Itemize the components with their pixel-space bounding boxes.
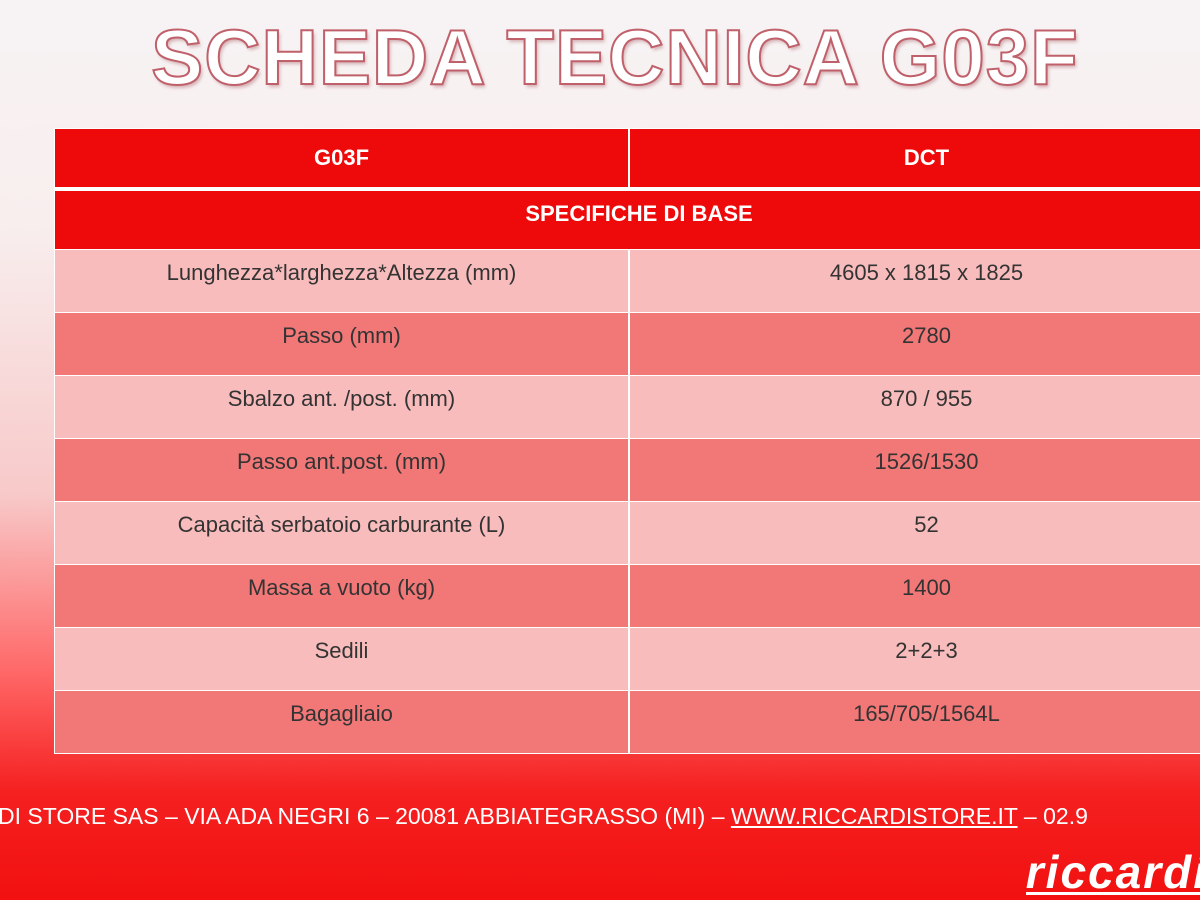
table-row: Lunghezza*larghezza*Altezza (mm) 4605 x 1…	[54, 249, 1200, 313]
page-title: SCHEDA TECNICA G03F	[150, 12, 1079, 102]
spec-label: Lunghezza*larghezza*Altezza (mm)	[54, 249, 630, 313]
spec-label: Massa a vuoto (kg)	[54, 564, 630, 628]
spec-value: 1526/1530	[628, 438, 1200, 502]
table-row: Capacità serbatoio carburante (L) 52	[54, 501, 1200, 565]
spec-value: 165/705/1564L	[628, 690, 1200, 754]
spec-label: Passo (mm)	[54, 312, 630, 376]
spec-value: 1400	[628, 564, 1200, 628]
spec-value: 4605 x 1815 x 1825	[628, 249, 1200, 313]
header-model: G03F	[54, 128, 630, 191]
table-header-row: G03F DCT	[54, 128, 1200, 191]
spec-value: 2780	[628, 312, 1200, 376]
spec-value: 2+2+3	[628, 627, 1200, 691]
table-row: Massa a vuoto (kg) 1400	[54, 564, 1200, 628]
spec-label: Passo ant.post. (mm)	[54, 438, 630, 502]
spec-value: 870 / 955	[628, 375, 1200, 439]
spec-table: G03F DCT SPECIFICHE DI BASE Lunghezza*la…	[54, 128, 1200, 754]
spec-label: Capacità serbatoio carburante (L)	[54, 501, 630, 565]
riccardi-logo: riccardi	[1025, 849, 1200, 895]
table-row: Sbalzo ant. /post. (mm) 870 / 955	[54, 375, 1200, 439]
website-link[interactable]: WWW.RICCARDISTORE.IT	[730, 803, 1018, 829]
section-row: SPECIFICHE DI BASE	[54, 188, 1200, 250]
table-row: Passo (mm) 2780	[54, 312, 1200, 376]
footer-address: DI STORE SAS – VIA ADA NEGRI 6 – 20081 A…	[0, 803, 731, 829]
table-row: Passo ant.post. (mm) 1526/1530	[54, 438, 1200, 502]
spec-value: 52	[628, 501, 1200, 565]
section-title: SPECIFICHE DI BASE	[54, 188, 1200, 250]
spec-label: Sedili	[54, 627, 630, 691]
table-row: Sedili 2+2+3	[54, 627, 1200, 691]
footer-contact: DI STORE SAS – VIA ADA NEGRI 6 – 20081 A…	[0, 802, 1088, 830]
table-row: Bagagliaio 165/705/1564L	[54, 690, 1200, 754]
spec-label: Sbalzo ant. /post. (mm)	[54, 375, 630, 439]
footer-phone: – 02.9	[1017, 803, 1088, 829]
header-transmission: DCT	[628, 128, 1200, 191]
spec-label: Bagagliaio	[54, 690, 630, 754]
